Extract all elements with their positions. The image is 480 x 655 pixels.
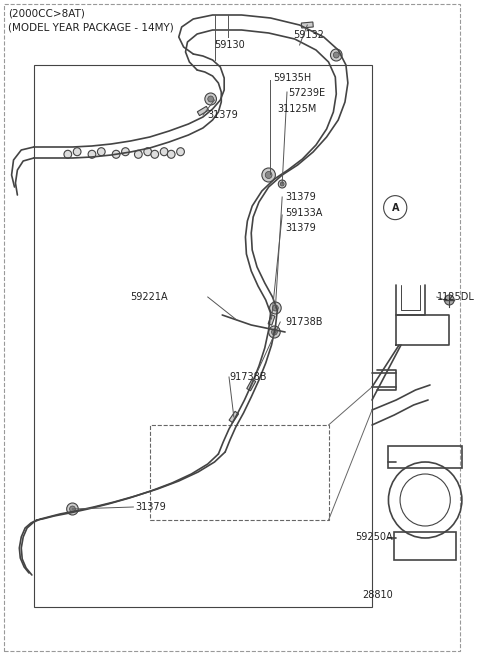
Text: 59130: 59130 [215, 40, 245, 50]
Circle shape [265, 172, 272, 179]
Polygon shape [197, 106, 208, 116]
Circle shape [112, 150, 120, 159]
Text: 91738B: 91738B [285, 317, 323, 327]
Text: A: A [392, 202, 399, 213]
Circle shape [134, 150, 142, 159]
Bar [394, 532, 456, 560]
Circle shape [334, 52, 339, 58]
Circle shape [330, 49, 342, 61]
Circle shape [273, 305, 278, 311]
Bar [150, 425, 328, 520]
Polygon shape [301, 22, 313, 28]
Text: (2000CC>8AT): (2000CC>8AT) [8, 8, 84, 18]
Text: 31379: 31379 [135, 502, 166, 512]
Circle shape [280, 182, 284, 186]
Text: 31379: 31379 [285, 192, 316, 202]
Circle shape [67, 503, 78, 515]
Text: 1125DL: 1125DL [437, 292, 475, 302]
Text: 59133A: 59133A [285, 208, 323, 218]
Circle shape [64, 150, 72, 159]
Text: 28810: 28810 [362, 590, 393, 600]
Bar [34, 65, 372, 607]
Text: 59250A: 59250A [356, 532, 393, 542]
Text: 91738B: 91738B [229, 372, 266, 382]
Circle shape [97, 148, 105, 156]
Circle shape [70, 506, 75, 512]
Circle shape [168, 150, 175, 159]
Text: 59221A: 59221A [131, 292, 168, 302]
Text: 57239E: 57239E [288, 88, 325, 98]
Circle shape [269, 326, 280, 338]
Circle shape [208, 96, 214, 102]
Text: 31125M: 31125M [277, 104, 317, 114]
Text: 59132: 59132 [293, 30, 324, 40]
Circle shape [272, 329, 277, 335]
Bar [388, 446, 462, 468]
Text: (MODEL YEAR PACKAGE - 14MY): (MODEL YEAR PACKAGE - 14MY) [8, 22, 173, 32]
Circle shape [262, 168, 276, 182]
Text: 31379: 31379 [208, 110, 239, 120]
Circle shape [278, 180, 286, 188]
Circle shape [177, 148, 184, 156]
Polygon shape [268, 315, 275, 325]
Circle shape [151, 150, 158, 159]
Circle shape [444, 295, 454, 305]
Circle shape [144, 148, 152, 156]
Text: 31379: 31379 [285, 223, 316, 233]
Circle shape [121, 148, 129, 156]
Circle shape [270, 302, 281, 314]
Polygon shape [229, 411, 239, 422]
Circle shape [88, 150, 96, 159]
Circle shape [160, 148, 168, 156]
Circle shape [205, 93, 216, 105]
Circle shape [73, 148, 81, 156]
Polygon shape [247, 379, 256, 391]
Text: 59135H: 59135H [274, 73, 312, 83]
